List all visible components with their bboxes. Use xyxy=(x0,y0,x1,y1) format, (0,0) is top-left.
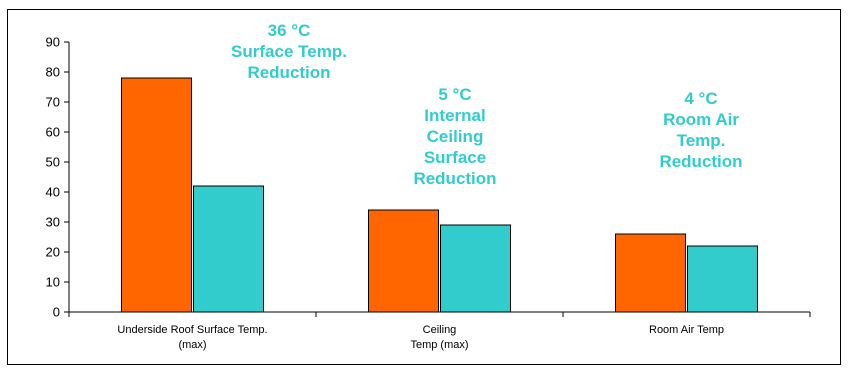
bar-1-series-0 xyxy=(368,209,439,313)
y-tick-label-90: 90 xyxy=(46,35,60,50)
bar-0-series-1 xyxy=(193,185,264,313)
bars-layer xyxy=(121,77,758,313)
y-tick-label-80: 80 xyxy=(46,65,60,80)
bar-2-series-1 xyxy=(687,245,758,313)
y-tick-label-40: 40 xyxy=(46,185,60,200)
y-tick-label-50: 50 xyxy=(46,155,60,170)
bar-1-series-1 xyxy=(440,224,511,313)
annotation-1: 5 °C Internal Ceiling Surface Reduction xyxy=(413,85,496,188)
labels-layer: 0 10 20 30 40 50 60 70 80 90 Underside Roof Surfac… xyxy=(46,35,724,352)
annotation-2: 4 °C Room Air Temp. Reduction xyxy=(659,89,742,171)
y-tick-label-30: 30 xyxy=(46,215,60,230)
annotations-layer: 36 °C Surface Temp. Reduction 5 °C Internal C… xyxy=(231,21,743,188)
bar-2-series-0 xyxy=(615,233,686,313)
y-tick-label-60: 60 xyxy=(46,125,60,140)
annotation-0: 36 °C Surface Temp. Reduction xyxy=(231,21,347,82)
y-tick-label-70: 70 xyxy=(46,95,60,110)
y-tick-label-10: 10 xyxy=(46,275,60,290)
axes-layer xyxy=(64,41,811,317)
category-label-0: Underside Roof Surface Temp. (max) xyxy=(117,324,267,351)
category-label-1: Ceiling Temp (max) xyxy=(410,324,468,351)
bar-0-series-0 xyxy=(121,77,192,313)
y-tick-label-20: 20 xyxy=(46,245,60,260)
category-label-2: Room Air Temp xyxy=(649,324,724,336)
y-tick-label-0: 0 xyxy=(53,305,60,320)
